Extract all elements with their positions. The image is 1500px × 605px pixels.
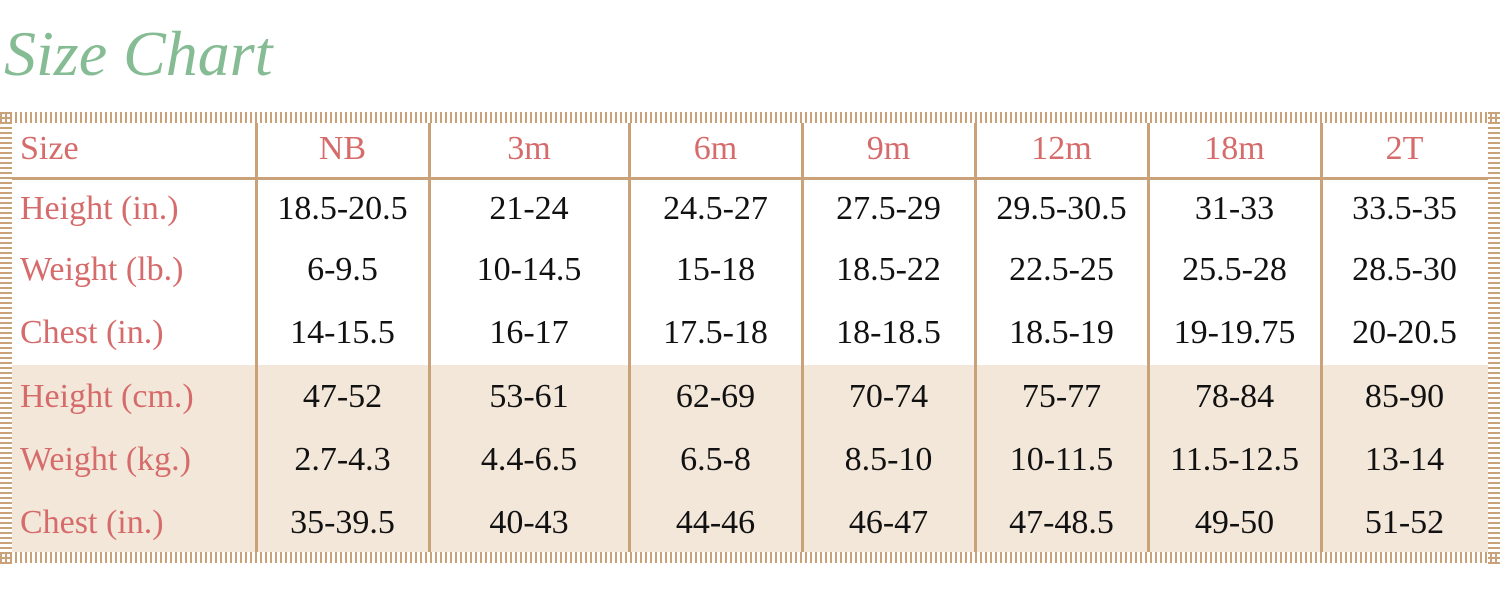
header-cell: 9m bbox=[866, 130, 911, 167]
cell: 18-18.5 bbox=[836, 314, 941, 351]
cell: 85-90 bbox=[1364, 378, 1445, 415]
cell: 47-52 bbox=[302, 378, 383, 415]
cell: 44-46 bbox=[675, 504, 756, 541]
cell: 15-18 bbox=[675, 251, 756, 288]
row-label: Height (in.) bbox=[20, 190, 179, 227]
cell: 49-50 bbox=[1194, 504, 1275, 541]
cell: 10-14.5 bbox=[476, 251, 582, 288]
column-rule bbox=[801, 123, 804, 552]
header-cell: 6m bbox=[693, 130, 738, 167]
border-bottom bbox=[0, 552, 1500, 563]
cell: 46-47 bbox=[848, 504, 929, 541]
cell: 24.5-27 bbox=[663, 190, 768, 227]
cell: 51-52 bbox=[1364, 504, 1445, 541]
border-top bbox=[0, 112, 1500, 123]
cell: 22.5-25 bbox=[1009, 251, 1114, 288]
cell: 16-17 bbox=[489, 314, 569, 351]
column-rule bbox=[1320, 123, 1323, 552]
column-rule bbox=[428, 123, 431, 552]
row-label: Height (cm.) bbox=[20, 378, 194, 415]
cell: 6-9.5 bbox=[307, 251, 378, 288]
cell: 17.5-18 bbox=[663, 314, 768, 351]
cell: 29.5-30.5 bbox=[996, 190, 1127, 227]
row-label: Weight (kg.) bbox=[20, 441, 191, 478]
size-table: Size NB 3m 6m 9m 12m 18m 2T Height (in.) 18.5-20.… bbox=[0, 112, 1500, 567]
cell: 11.5-12.5 bbox=[1169, 441, 1300, 478]
header-cell: 3m bbox=[507, 130, 551, 167]
cell: 28.5-30 bbox=[1352, 251, 1457, 288]
cell: 31-33 bbox=[1194, 190, 1275, 227]
cell: 21-24 bbox=[489, 190, 569, 227]
cell: 75-77 bbox=[1021, 378, 1102, 415]
row-label: Chest (in.) bbox=[20, 314, 164, 351]
cell: 35-39.5 bbox=[290, 504, 395, 541]
cell: 4.4-6.5 bbox=[480, 441, 578, 478]
cell: 27.5-29 bbox=[836, 190, 941, 227]
header-cell: 12m bbox=[1031, 130, 1092, 167]
cell: 8.5-10 bbox=[844, 441, 933, 478]
border-right bbox=[1488, 112, 1500, 567]
cell: 6.5-8 bbox=[680, 441, 751, 478]
header-cell: 18m bbox=[1204, 130, 1265, 167]
cell: 18.5-19 bbox=[1009, 314, 1114, 351]
header-rule bbox=[12, 177, 1488, 180]
header-cell: NB bbox=[318, 130, 367, 167]
column-rule bbox=[974, 123, 977, 552]
cell: 18.5-20.5 bbox=[277, 190, 408, 227]
column-rule bbox=[1147, 123, 1150, 552]
cell: 70-74 bbox=[848, 378, 929, 415]
cell: 20-20.5 bbox=[1352, 314, 1457, 351]
title: Size Chart bbox=[4, 18, 273, 89]
cell: 53-61 bbox=[489, 378, 569, 415]
row-label: Chest (in.) bbox=[20, 504, 164, 541]
column-rule bbox=[255, 123, 258, 552]
border-left bbox=[0, 112, 12, 567]
header-cell: 2T bbox=[1385, 130, 1424, 167]
cell: 25.5-28 bbox=[1182, 251, 1287, 288]
cell: 78-84 bbox=[1194, 378, 1275, 415]
cell: 10-11.5 bbox=[1009, 441, 1114, 478]
cell: 62-69 bbox=[675, 378, 756, 415]
cell: 2.7-4.3 bbox=[294, 441, 391, 478]
metric-section bbox=[12, 365, 1488, 552]
cell: 33.5-35 bbox=[1352, 190, 1457, 227]
cell: 40-43 bbox=[489, 504, 569, 541]
cell: 18.5-22 bbox=[836, 251, 941, 288]
cell: 19-19.75 bbox=[1173, 314, 1296, 351]
row-label: Size bbox=[20, 130, 79, 167]
cell: 13-14 bbox=[1364, 441, 1445, 478]
cell: 47-48.5 bbox=[1009, 504, 1114, 541]
column-rule bbox=[628, 123, 631, 552]
cell: 14-15.5 bbox=[290, 314, 395, 351]
row-label: Weight (lb.) bbox=[20, 251, 184, 288]
